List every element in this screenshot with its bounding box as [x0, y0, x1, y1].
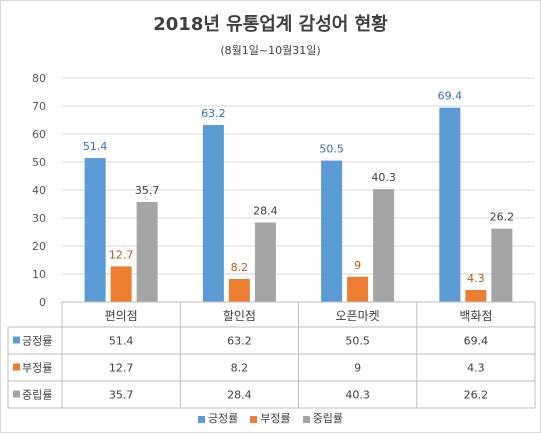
y-tick-label: 0 — [39, 296, 46, 309]
data-label: 28.4 — [253, 204, 278, 217]
x-tick-label: 오픈마켓 — [336, 309, 380, 323]
data-label: 35.7 — [135, 184, 160, 197]
table-cell: 9 — [354, 362, 361, 375]
table-cell: 51.4 — [109, 335, 134, 348]
legend-item: 중립률 — [302, 410, 344, 426]
y-tick-label: 30 — [32, 212, 46, 225]
chart-title: 2018년 유통업계 감성어 현황 — [153, 14, 388, 35]
table-cell: 50.5 — [345, 335, 370, 348]
legend-label: 긍정률 — [207, 412, 239, 425]
legend-label: 부정률 — [260, 412, 291, 425]
bar — [254, 222, 276, 302]
y-tick-label: 20 — [32, 240, 46, 253]
table-cell: 4.3 — [467, 362, 485, 375]
y-tick-label: 10 — [32, 268, 46, 281]
table-cell: 40.3 — [345, 389, 370, 402]
legend-item: 부정률 — [250, 410, 291, 426]
bar — [373, 189, 395, 302]
bar — [202, 125, 224, 302]
table-legend-key — [13, 336, 20, 344]
bar — [347, 276, 369, 302]
legend-swatch — [302, 415, 310, 423]
legend-swatch — [250, 415, 258, 423]
y-tick-label: 40 — [32, 184, 46, 197]
table-cell: 26.2 — [464, 389, 489, 402]
chart-legend: 긍정률 부정률 중립률 — [0, 410, 541, 426]
chart-subtitle: (8월1일~10월31일) — [220, 44, 321, 57]
bar — [110, 266, 132, 302]
data-label: 4.3 — [467, 272, 485, 285]
table-series-name: 중립률 — [22, 389, 52, 402]
table-series-name: 부정률 — [22, 362, 52, 375]
table-cell: 12.7 — [109, 362, 134, 375]
y-tick-label: 50 — [32, 156, 46, 169]
data-label: 12.7 — [109, 248, 134, 261]
data-label: 63.2 — [201, 107, 226, 120]
y-tick-label: 70 — [32, 100, 46, 113]
data-label: 69.4 — [438, 90, 463, 103]
data-label: 8.2 — [231, 261, 249, 274]
data-label: 40.3 — [371, 171, 396, 184]
x-tick-label: 백화점 — [459, 309, 492, 323]
table-cell: 8.2 — [231, 362, 249, 375]
table-cell: 69.4 — [464, 335, 489, 348]
legend-label: 중립률 — [312, 412, 344, 425]
data-label: 26.2 — [490, 211, 515, 224]
table-cell: 28.4 — [227, 389, 252, 402]
x-tick-label: 할인점 — [223, 309, 256, 323]
bar — [465, 289, 487, 302]
table-legend-key — [13, 390, 20, 398]
table-series-name: 긍정률 — [22, 335, 52, 348]
data-label: 51.4 — [83, 140, 108, 153]
table-cell: 35.7 — [109, 389, 134, 402]
bar — [84, 158, 106, 302]
bar — [439, 107, 461, 303]
table-cell: 63.2 — [227, 335, 252, 348]
legend-item: 긍정률 — [197, 410, 239, 426]
bar — [491, 228, 513, 302]
data-label: 9 — [354, 259, 361, 272]
table-legend-key — [13, 363, 20, 371]
data-label: 50.5 — [319, 143, 344, 156]
bar — [228, 279, 250, 302]
y-tick-label: 60 — [32, 128, 46, 141]
y-tick-label: 80 — [32, 72, 46, 85]
legend-swatch — [197, 415, 205, 423]
bar — [136, 202, 158, 302]
bar — [321, 160, 343, 302]
x-tick-label: 편의점 — [105, 309, 138, 323]
